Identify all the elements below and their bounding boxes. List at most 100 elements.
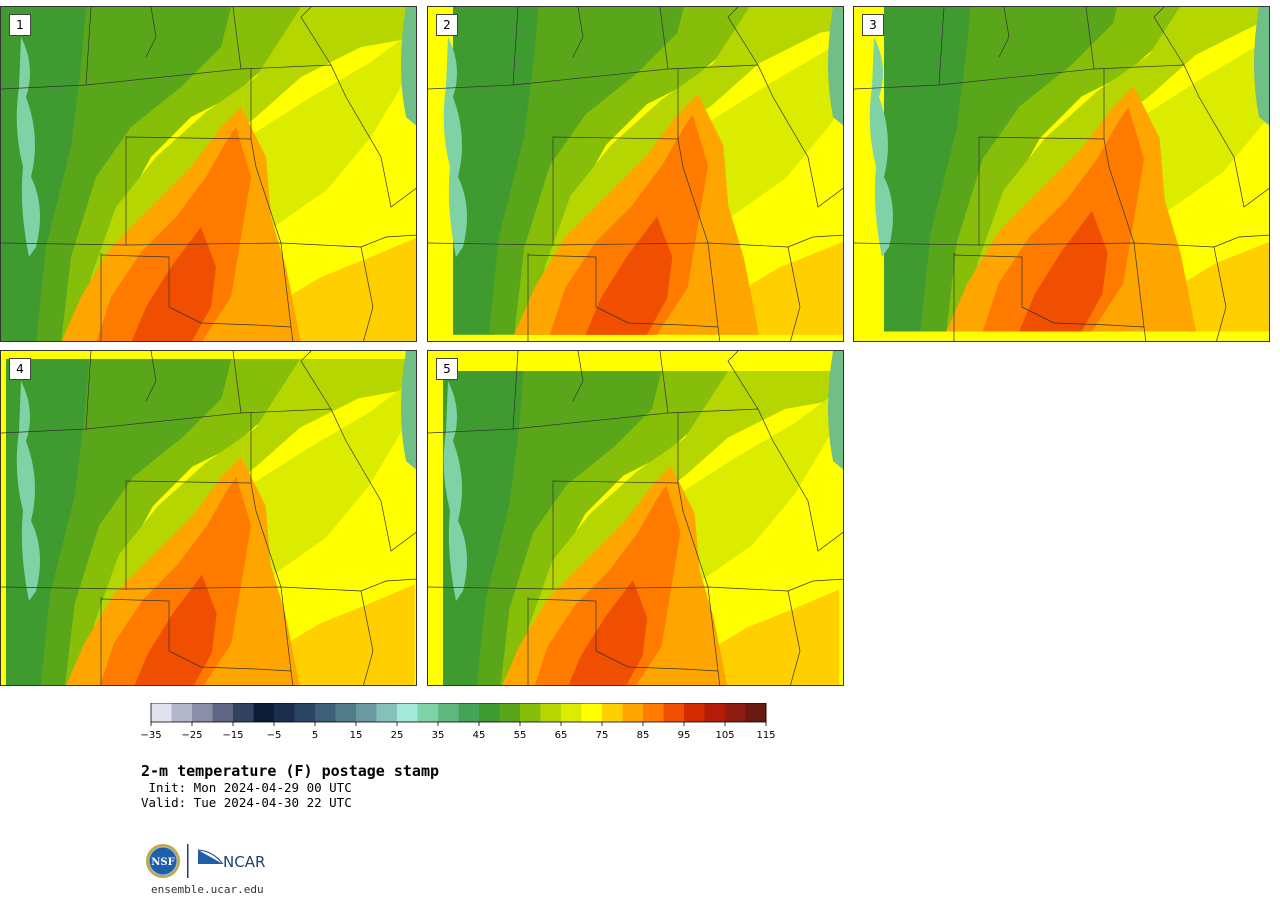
state-boundary [978,242,1147,341]
state-boundary [300,7,332,66]
state-boundary [1213,246,1227,341]
rocky-mountains-cold-zone [443,37,467,257]
colorbar-swatch [458,703,480,722]
lake-michigan-zone [1254,7,1269,126]
colorbar-swatch [274,703,295,722]
temperature-contour [884,7,1025,332]
colorbar-tick-label: −35 [141,730,162,741]
ensemble-member-panel-1: 1 [0,6,417,342]
state-boundary [1153,7,1185,66]
init-time: Init: Mon 2024-04-29 00 UTC [141,780,352,795]
temperature-map-4 [1,351,416,685]
site-url: ensemble.ucar.edu [151,883,264,896]
lake-michigan-zone [828,7,843,126]
colorbar-swatch [315,703,336,722]
ensemble-member-panel-2: 2 [427,6,844,342]
temperature-map-2 [428,7,843,341]
colorbar-swatch [684,703,705,722]
colorbar-swatch [438,703,459,722]
state-boundary [360,246,374,341]
colorbar-tick-label: 45 [473,730,486,741]
member-label-1: 1 [9,14,31,36]
state-boundary [787,590,801,685]
state-boundary [428,69,679,246]
plot-title: 2-m temperature (F) postage stamp [141,762,440,780]
colorbar-swatch [602,703,623,722]
temperature-map-1 [1,7,416,341]
temperature-contour [488,7,714,335]
lake-michigan-zone [828,351,843,470]
colorbar-swatch [725,703,746,722]
colorbar-tick-label: 65 [555,730,568,741]
colorbar-swatch [561,703,582,722]
colorbar-swatch [663,703,685,722]
colorbar-outline [150,703,767,723]
state-boundary [250,138,282,244]
colorbar-swatch [335,703,357,722]
state-boundary [527,598,719,672]
colorbar-tick-label: 25 [391,730,404,741]
state-boundary [727,351,759,410]
state-boundary [428,413,679,590]
state-boundary [145,7,157,58]
state-boundary [240,408,416,552]
state-boundary [998,7,1010,58]
temperature-map-3 [854,7,1269,341]
state-boundary [1,69,252,246]
colorbar-swatch [745,703,767,722]
state-boundary [1103,138,1135,244]
colorbar-swatch [397,703,418,722]
rocky-mountains-cold-zone [16,381,40,601]
state-boundary [707,234,843,248]
state-boundary [100,598,292,672]
colorbar-swatch [294,703,316,722]
temperature-field [443,371,840,685]
state-boundary [854,69,1105,246]
temperature-field [453,7,843,335]
colorbar-tick-label: 55 [514,730,527,741]
ensemble-member-panel-5: 5 [427,350,844,686]
temperature-contour [134,574,217,685]
colorbar-swatch [212,703,234,722]
logo-divider [187,844,189,878]
state-boundary [727,7,759,66]
rocky-mountains-cold-zone [869,37,893,257]
state-boundary [677,138,709,244]
state-boundary [677,482,709,588]
state-boundary [527,254,719,328]
colorbar-swatch [643,703,664,722]
temperature-contour [131,227,216,341]
nsf-logo-icon: NSF [146,844,180,878]
temperature-colorbar: −35 −25 −15 −5 5 15 25 35 45 55 65 75 85 95 105 115 [141,703,776,741]
colorbar-swatch [233,703,254,722]
state-boundary [250,482,282,588]
colorbar-tick-label: 115 [756,730,775,741]
temperature-field [884,7,1269,332]
temperature-contour [568,580,648,685]
state-boundary [667,408,843,552]
colorbar-tick-label: 5 [312,730,318,741]
colorbar-swatch [581,703,603,722]
temperature-contour [585,216,673,335]
state-boundary [787,246,801,341]
state-boundary [572,351,584,402]
state-boundary [280,578,416,592]
lake-michigan-zone [401,7,416,126]
colorbar-swatch [520,703,541,722]
temperature-contour [1019,210,1108,332]
colorbar-swatch [151,703,172,722]
ensemble-member-panel-3: 3 [853,6,1270,342]
colorbar-swatch [704,703,726,722]
state-boundary [360,590,374,685]
colorbar-tick-label: 95 [678,730,691,741]
ncar-logo-text: NCAR [223,853,265,871]
valid-time: Valid: Tue 2024-04-30 22 UTC [141,795,352,810]
colorbar-tick-label: −25 [181,730,202,741]
rocky-mountains-cold-zone [443,381,467,601]
colorbar-tick-label: 75 [596,730,609,741]
state-boundary [1,413,252,590]
state-boundary [125,242,294,341]
state-boundary [552,242,721,341]
colorbar-swatch [376,703,398,722]
state-boundary [125,586,294,685]
